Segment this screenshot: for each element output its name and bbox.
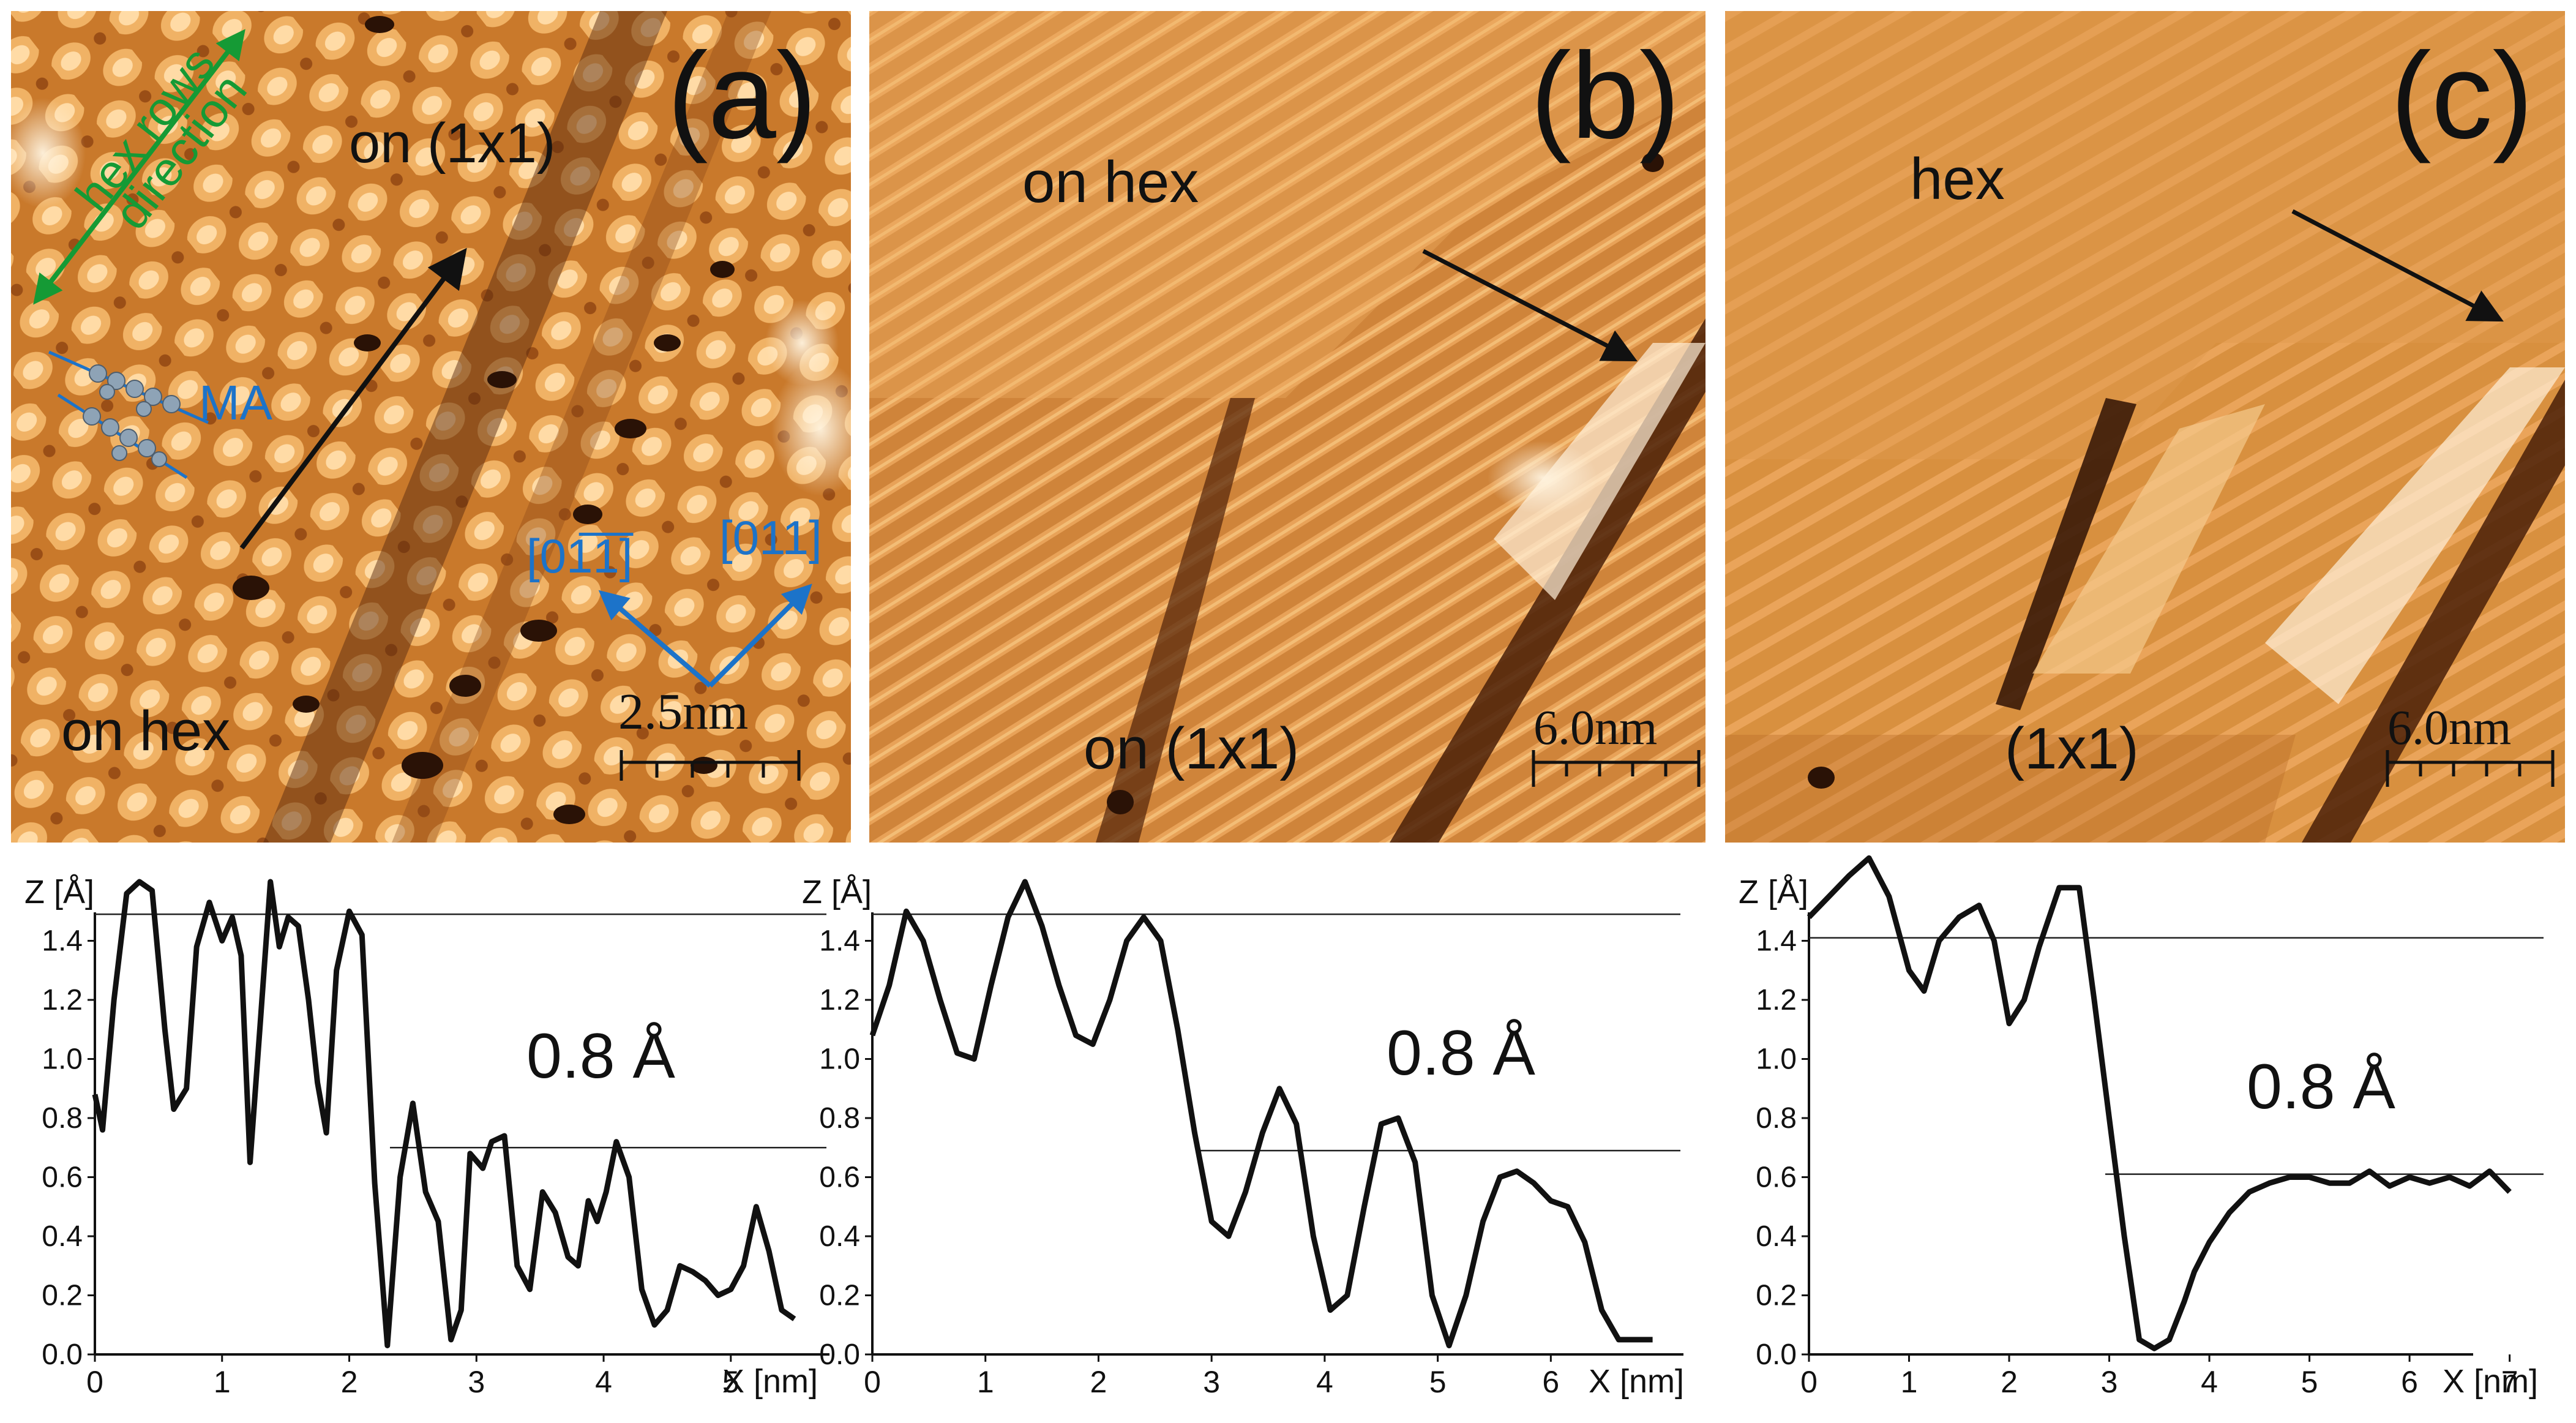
label-b-bottom: on (1x1) bbox=[1084, 716, 1299, 781]
y-axis-label: Z [Å] bbox=[802, 874, 872, 910]
panel-letter-a: (a) bbox=[667, 28, 817, 164]
y-tick-label: 0.6 bbox=[819, 1162, 860, 1194]
y-tick-label: 0.2 bbox=[42, 1280, 83, 1312]
profile-chart-b: 0.0 0.2 0.4 0.6 0.8 1.0 1.2 1.4 0 1 2 3 4 5 6 Z [Å] X [n… bbox=[802, 874, 1684, 1400]
y-tick-label: 0.8 bbox=[819, 1102, 860, 1135]
y-tick-label: 1.0 bbox=[819, 1043, 860, 1076]
y-tick-label: 0.8 bbox=[1756, 1102, 1797, 1135]
stm-image-b bbox=[869, 11, 1705, 843]
arrow-c bbox=[2291, 209, 2504, 322]
y-tick-label: 1.0 bbox=[1756, 1043, 1797, 1076]
y-axis-label: Z [Å] bbox=[1739, 874, 1808, 910]
x-tick-label: 6 bbox=[2401, 1365, 2418, 1399]
scale-bar-a bbox=[620, 750, 801, 781]
scale-bar-c bbox=[2386, 750, 2555, 787]
x-tick-label: 6 bbox=[1542, 1365, 1559, 1399]
x-tick-label: 4 bbox=[1316, 1365, 1333, 1399]
profile-line bbox=[1807, 855, 2512, 1351]
panel-letter-b: (b) bbox=[1530, 28, 1680, 164]
y-tick-label: 0.0 bbox=[42, 1339, 83, 1371]
y-tick-label: 1.2 bbox=[42, 984, 83, 1016]
x-tick-label: 1 bbox=[214, 1365, 231, 1399]
y-tick-label: 1.0 bbox=[42, 1043, 83, 1076]
x-tick-label: 2 bbox=[341, 1365, 358, 1399]
label-a-bottom: on hex bbox=[61, 700, 230, 762]
profile-chart-a: 0.0 0.2 0.4 0.6 0.8 1.0 1.2 1.4 0 1 2 3 4 5 Z [Å] X [nm… bbox=[24, 874, 829, 1400]
profile-line bbox=[869, 879, 1653, 1348]
y-axis-label: Z [Å] bbox=[24, 874, 94, 910]
stm-image-a bbox=[11, 11, 851, 843]
label-dir-011: [011] bbox=[719, 511, 822, 565]
x-tick-label: 1 bbox=[1901, 1365, 1918, 1399]
y-tick-label: 0.4 bbox=[819, 1220, 860, 1253]
stm-image-c bbox=[1725, 11, 2565, 843]
profile-line bbox=[92, 879, 796, 1348]
x-tick-label: 7 bbox=[2501, 1365, 2518, 1399]
x-tick-label: 3 bbox=[2101, 1365, 2118, 1399]
x-tick-label: 5 bbox=[722, 1365, 739, 1399]
y-tick-label: 1.2 bbox=[1756, 984, 1797, 1016]
x-tick-label: 0 bbox=[1800, 1365, 1818, 1399]
x-tick-label: 3 bbox=[468, 1365, 485, 1399]
x-tick-label: 2 bbox=[2001, 1365, 2018, 1399]
y-tick-label: 0.2 bbox=[819, 1280, 860, 1312]
x-tick-label: 3 bbox=[1203, 1365, 1220, 1399]
label-c-bottom: (1x1) bbox=[2005, 716, 2139, 781]
y-tick-label: 0.4 bbox=[1756, 1220, 1797, 1253]
fast-scan-arrow-a bbox=[239, 247, 467, 550]
ma-molecules-icon bbox=[48, 350, 209, 479]
label-dir-0-1-1: [01̅1̅] bbox=[526, 529, 634, 583]
x-tick-label: 0 bbox=[86, 1365, 103, 1399]
label-ma: MA bbox=[199, 375, 273, 430]
scale-label-b: 6.0nm bbox=[1533, 701, 1657, 755]
crystal-direction-arrows bbox=[598, 584, 812, 688]
y-tick-label: 1.4 bbox=[1756, 925, 1797, 958]
scale-label-a: 2.5nm bbox=[618, 683, 748, 740]
x-tick-label: 4 bbox=[595, 1365, 612, 1399]
y-tick-label: 0.2 bbox=[1756, 1280, 1797, 1312]
scale-label-c: 6.0nm bbox=[2387, 701, 2511, 755]
profile-charts: 0.0 0.2 0.4 0.6 0.8 1.0 1.2 1.4 0 1 2 3 4 5 Z [Å] X [nm… bbox=[24, 855, 2544, 1400]
panel-letter-c: (c) bbox=[2391, 28, 2533, 164]
x-tick-label: 2 bbox=[1090, 1365, 1107, 1399]
x-tick-label: 1 bbox=[977, 1365, 994, 1399]
y-tick-label: 0.4 bbox=[42, 1220, 83, 1253]
x-axis-label: X [nm] bbox=[2443, 1363, 2538, 1400]
x-axis-label: X [nm] bbox=[722, 1363, 818, 1400]
scale-bar-b bbox=[1532, 750, 1701, 787]
y-tick-label: 0.0 bbox=[819, 1339, 860, 1371]
x-tick-label: 5 bbox=[1429, 1365, 1447, 1399]
label-a-top: on (1x1) bbox=[349, 112, 556, 175]
y-tick-label: 0.8 bbox=[42, 1102, 83, 1135]
step-height-annotation: 0.8 Å bbox=[2247, 1051, 2395, 1122]
x-axis-label: X [nm] bbox=[1589, 1363, 1684, 1400]
y-tick-label: 0.6 bbox=[1756, 1162, 1797, 1194]
y-tick-label: 0.0 bbox=[1756, 1339, 1797, 1371]
profile-chart-c: 0.0 0.2 0.4 0.6 0.8 1.0 1.2 1.4 0 1 2 3 4 5 6 7 Z [Å] X [… bbox=[1739, 855, 2544, 1400]
label-c-top: hex bbox=[1910, 146, 2005, 212]
y-tick-label: 0.6 bbox=[42, 1162, 83, 1194]
x-tick-label: 0 bbox=[864, 1365, 881, 1399]
arrow-b bbox=[1422, 249, 1638, 362]
step-height-annotation: 0.8 Å bbox=[1387, 1018, 1535, 1089]
label-b-top: on hex bbox=[1022, 149, 1199, 215]
step-height-annotation: 0.8 Å bbox=[526, 1021, 675, 1092]
y-tick-label: 1.2 bbox=[819, 984, 860, 1016]
y-tick-label: 1.4 bbox=[42, 925, 83, 958]
x-tick-label: 5 bbox=[2301, 1365, 2318, 1399]
x-tick-label: 4 bbox=[2201, 1365, 2218, 1399]
hex-rows-arrow bbox=[33, 29, 245, 305]
y-tick-label: 1.4 bbox=[819, 925, 860, 958]
